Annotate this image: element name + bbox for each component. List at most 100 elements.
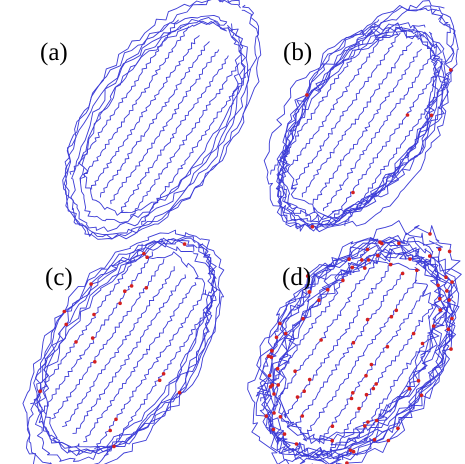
bead xyxy=(270,349,274,353)
bead xyxy=(305,274,310,278)
bead xyxy=(268,385,273,389)
bead xyxy=(385,344,390,349)
bead xyxy=(92,312,96,317)
bead xyxy=(351,340,356,345)
bead xyxy=(90,336,95,340)
chain-strand xyxy=(120,55,229,212)
bead xyxy=(378,240,382,244)
chain-loop xyxy=(276,0,459,231)
chain-strand xyxy=(83,281,197,443)
bead xyxy=(363,266,367,270)
bead xyxy=(345,461,349,464)
bead xyxy=(118,301,122,306)
bead xyxy=(283,331,288,336)
chain-strand xyxy=(330,294,440,451)
bead xyxy=(431,324,436,328)
bead xyxy=(64,322,68,327)
bead xyxy=(129,284,134,288)
bead xyxy=(397,241,401,246)
bead xyxy=(438,308,443,312)
chain-loop xyxy=(34,236,216,462)
bead xyxy=(307,377,312,382)
chain-strand xyxy=(62,266,175,428)
chain-loop xyxy=(255,240,454,464)
chain-loop xyxy=(276,22,446,220)
bead xyxy=(363,424,367,428)
chain-strand xyxy=(94,289,207,450)
bead xyxy=(278,321,282,326)
bead xyxy=(364,392,369,397)
chain-strand xyxy=(103,296,217,457)
bead xyxy=(276,383,281,387)
bead xyxy=(371,386,376,391)
chain-strand xyxy=(319,285,428,444)
bead xyxy=(350,265,355,270)
bead xyxy=(376,253,380,258)
bead xyxy=(449,347,453,351)
bead xyxy=(428,254,432,258)
bead xyxy=(351,190,355,195)
bead xyxy=(394,308,399,313)
bead xyxy=(310,225,315,229)
chain-strand xyxy=(273,253,382,410)
bead xyxy=(325,287,330,292)
chain-strand xyxy=(312,48,422,204)
bead xyxy=(142,251,146,256)
chain-strand xyxy=(301,41,413,198)
bead xyxy=(447,298,452,302)
chain-strand xyxy=(333,62,444,218)
bead xyxy=(438,296,442,301)
bead xyxy=(445,289,449,293)
bead xyxy=(282,432,287,436)
chain-strand xyxy=(283,262,393,419)
chain-loop xyxy=(62,14,250,240)
bead xyxy=(157,378,162,383)
chain-strand xyxy=(344,69,454,227)
bead xyxy=(360,258,364,262)
bead xyxy=(295,395,300,399)
bead xyxy=(357,406,361,411)
bead xyxy=(161,372,166,376)
chain-loop xyxy=(70,0,260,232)
chain-strand xyxy=(130,62,240,219)
bead xyxy=(89,282,93,286)
conformations xyxy=(22,0,462,464)
bead xyxy=(436,283,440,288)
bead xyxy=(278,415,283,419)
bead xyxy=(62,309,67,314)
bead xyxy=(341,278,345,283)
bead xyxy=(267,373,272,378)
bead xyxy=(300,414,305,418)
bead xyxy=(177,390,182,395)
bead xyxy=(330,424,335,429)
bead xyxy=(389,314,394,319)
chain-strand xyxy=(281,26,392,183)
bead xyxy=(330,438,335,443)
bead xyxy=(366,420,370,424)
bead xyxy=(319,338,323,342)
bead xyxy=(266,354,271,359)
chain-loop xyxy=(64,0,262,235)
bead xyxy=(408,257,412,261)
panel-label: (a) xyxy=(40,39,68,66)
bead xyxy=(364,373,368,378)
bead xyxy=(74,340,78,344)
bead xyxy=(294,442,299,446)
bead xyxy=(444,275,448,280)
chain-loop xyxy=(278,6,456,226)
bead xyxy=(38,389,42,394)
bead xyxy=(114,417,118,422)
bead xyxy=(275,366,280,371)
bead xyxy=(269,355,274,360)
bead xyxy=(317,298,321,303)
chain-strand xyxy=(91,35,200,190)
chain-strand xyxy=(323,55,433,212)
chain-loop xyxy=(276,26,438,230)
bead xyxy=(449,68,453,72)
bead xyxy=(271,427,276,432)
panel-label: (d) xyxy=(282,264,311,291)
bead xyxy=(351,449,356,454)
bead xyxy=(369,362,374,367)
bead xyxy=(108,428,112,433)
